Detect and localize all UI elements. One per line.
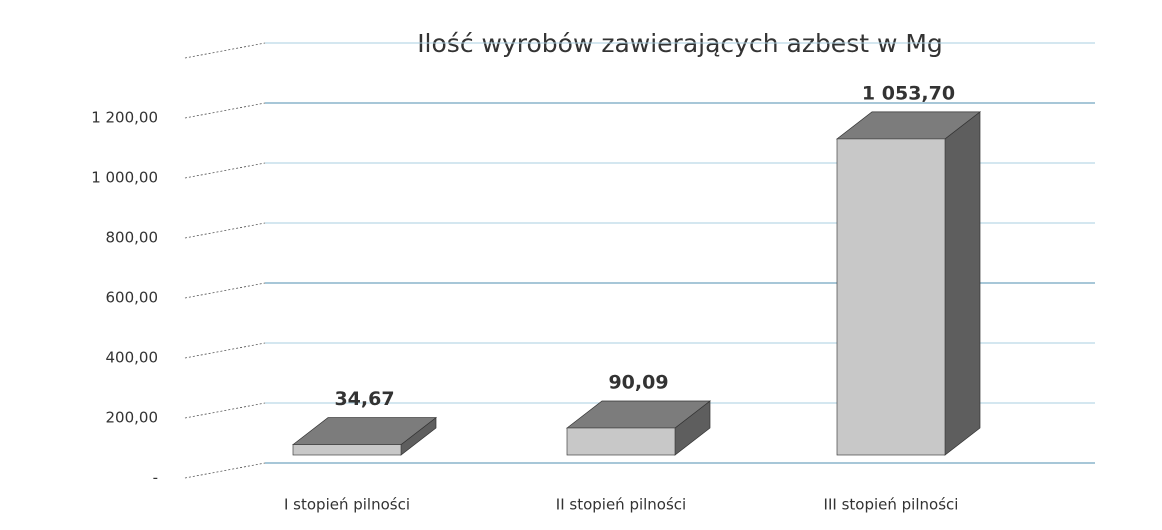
value-label: 34,67 (334, 388, 394, 410)
y-tick-label: 600,00 (106, 289, 159, 307)
y-tick-label: 1 200,00 (91, 109, 158, 127)
bar-side (944, 111, 981, 456)
bar (566, 427, 676, 456)
grid-diagonal (184, 462, 266, 479)
bar (292, 444, 402, 456)
value-label: 90,09 (608, 371, 668, 393)
x-tick-label: II stopień pilności (556, 496, 686, 514)
grid-diagonal (184, 402, 266, 419)
y-tick-label: 200,00 (106, 409, 159, 427)
grid-diagonal (184, 42, 266, 59)
grid-diagonal (184, 102, 266, 119)
grid-diagonal (184, 222, 266, 239)
grid-diagonal (184, 282, 266, 299)
bar (836, 138, 946, 456)
y-tick-label: - (153, 469, 158, 487)
grid-diagonal (184, 162, 266, 179)
grid-diagonal (184, 342, 266, 359)
x-tick-label: I stopień pilności (284, 496, 410, 514)
value-label: 1 053,70 (862, 82, 955, 104)
y-tick-label: 800,00 (106, 229, 159, 247)
y-tick-label: 400,00 (106, 349, 159, 367)
y-tick-label: 1 000,00 (91, 169, 158, 187)
x-tick-label: III stopień pilności (824, 496, 959, 514)
